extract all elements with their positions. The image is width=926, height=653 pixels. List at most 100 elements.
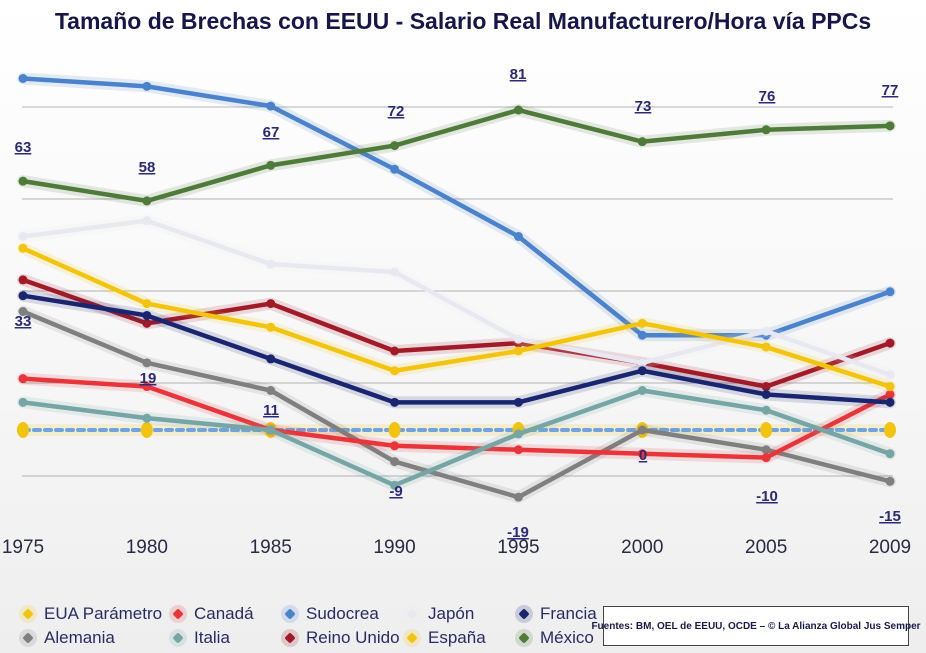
data-point xyxy=(760,422,773,438)
x-tick-label: 2005 xyxy=(745,537,787,558)
legend-item: México xyxy=(514,626,608,650)
data-point xyxy=(513,492,523,502)
data-point xyxy=(266,386,276,395)
legend-marker-icon xyxy=(281,605,299,623)
data-point xyxy=(513,334,523,344)
legend-marker-icon xyxy=(515,629,533,647)
data-point xyxy=(18,275,28,285)
data-point xyxy=(266,299,276,309)
data-point xyxy=(390,164,400,174)
data-point xyxy=(266,259,276,269)
data-point xyxy=(513,231,523,241)
data-point xyxy=(18,307,28,316)
legend-label: Canadá xyxy=(194,604,254,623)
data-point xyxy=(761,405,771,415)
data-point xyxy=(513,429,523,439)
source-note: Fuentes: BM, OEL de EEUU, OCDE – © La Al… xyxy=(591,606,921,646)
data-point xyxy=(142,318,152,328)
data-label: 72 xyxy=(388,103,405,120)
data-point xyxy=(885,382,895,392)
data-label: 81 xyxy=(510,66,527,83)
legend-label: Reino Unido xyxy=(306,628,400,647)
data-point xyxy=(17,422,29,438)
data-point xyxy=(18,176,28,186)
series-line xyxy=(20,309,893,500)
data-point xyxy=(390,366,400,376)
legend-item: Francia xyxy=(514,602,608,626)
legend-item: España xyxy=(402,626,514,650)
legend-label: España xyxy=(428,628,486,647)
data-label: -19 xyxy=(507,524,529,541)
legend-marker-icon xyxy=(169,629,187,647)
data-point xyxy=(266,425,276,435)
data-point xyxy=(18,243,28,253)
data-point xyxy=(388,422,401,438)
data-label: -10 xyxy=(756,488,778,505)
legend-label: Japón xyxy=(428,604,475,623)
data-point xyxy=(390,441,400,451)
data-point xyxy=(761,382,771,392)
x-tick-label: 2000 xyxy=(621,537,663,558)
legend-item: Canadá xyxy=(168,602,280,626)
x-tick-label: 1985 xyxy=(250,537,292,558)
legend-label: México xyxy=(540,628,594,647)
series-1 xyxy=(17,305,896,504)
series-9 xyxy=(17,104,896,207)
data-point xyxy=(885,389,895,399)
data-label: 63 xyxy=(15,139,32,156)
data-label: 76 xyxy=(759,88,776,105)
data-point xyxy=(142,299,152,309)
data-labels: 63 58 67 72 81 73 76 77 33 19 11 -9 -19 … xyxy=(15,66,901,541)
series-3 xyxy=(17,384,896,492)
data-point xyxy=(761,389,771,399)
data-point xyxy=(266,160,276,170)
legend-label: Sudocrea xyxy=(306,604,379,623)
data-point xyxy=(142,382,152,392)
data-point xyxy=(761,326,771,336)
legend-item: Sudocrea xyxy=(280,602,402,626)
legend-item: Alemania xyxy=(18,626,168,650)
data-point xyxy=(637,425,647,435)
series-7 xyxy=(17,242,896,393)
legend-marker-icon xyxy=(515,605,533,623)
data-point xyxy=(513,105,523,115)
data-label: 0 xyxy=(639,447,647,464)
legend-item: Italia xyxy=(168,626,280,650)
data-point xyxy=(142,196,152,206)
data-point xyxy=(142,216,152,226)
legend-marker-icon xyxy=(403,629,421,647)
data-label: -15 xyxy=(879,508,901,525)
data-point xyxy=(390,397,400,407)
data-point xyxy=(637,386,647,395)
data-point xyxy=(18,291,28,301)
data-point xyxy=(390,457,400,467)
data-point xyxy=(885,370,895,380)
data-point xyxy=(513,346,523,356)
series-line xyxy=(20,246,893,389)
legend-item: EUA Parámetro xyxy=(18,602,168,626)
data-point xyxy=(140,422,153,438)
data-point xyxy=(390,267,400,277)
data-point xyxy=(885,397,895,407)
legend-label: Francia xyxy=(540,604,597,623)
data-point xyxy=(266,101,276,111)
data-point xyxy=(637,330,647,340)
legend: EUA Parámetro Alemania Canadá Italia Sudocre… xyxy=(18,602,608,652)
data-point xyxy=(885,121,895,131)
series-line xyxy=(20,388,893,488)
x-tick-label: 1990 xyxy=(373,537,415,558)
data-point xyxy=(390,141,400,151)
data-point xyxy=(18,374,28,384)
data-point xyxy=(390,346,400,356)
data-point xyxy=(142,310,152,320)
data-point xyxy=(513,397,523,407)
legend-marker-icon xyxy=(169,605,187,623)
data-label: -9 xyxy=(389,483,402,500)
data-point xyxy=(884,422,896,438)
data-point xyxy=(761,445,771,455)
data-point xyxy=(142,413,152,423)
data-point xyxy=(266,354,276,364)
series-glow xyxy=(17,72,896,342)
data-point xyxy=(761,342,771,352)
series-glow xyxy=(17,104,896,207)
